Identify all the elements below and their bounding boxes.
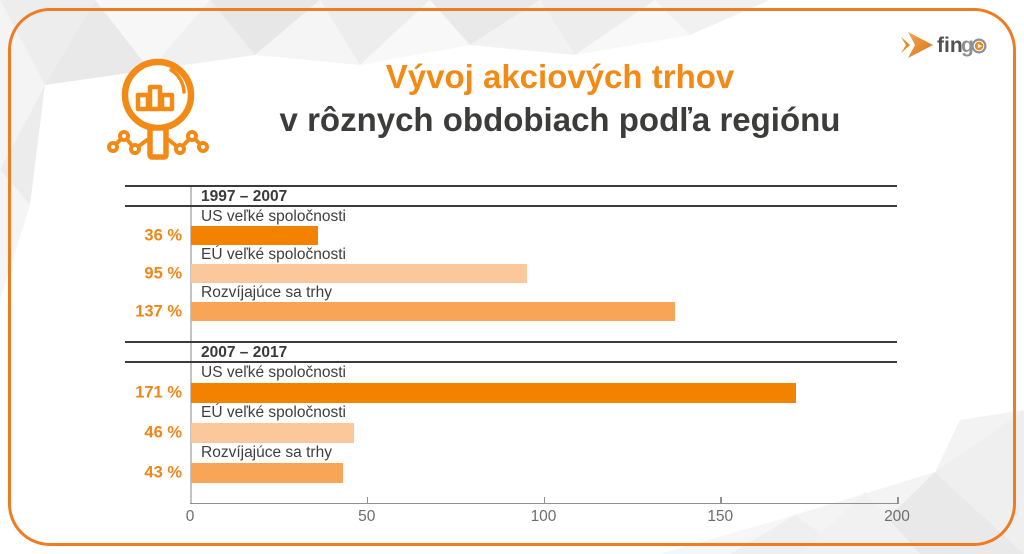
page-title: Vývoj akciových trhov v rôznych obdobiac…: [220, 56, 900, 142]
axis-tick: [897, 497, 899, 504]
value-label: 46 %: [144, 423, 182, 442]
value-label: 43 %: [144, 463, 182, 482]
logo-text-fin: fin: [937, 34, 963, 57]
title-line-1: Vývoj akciových trhov: [385, 58, 735, 95]
bar-row: 137 %: [135, 302, 897, 321]
bar: [191, 226, 319, 245]
category-label: Rozvíjajúce sa trhy: [201, 283, 332, 301]
x-axis: 0 50 100 150 200: [186, 497, 910, 535]
category-label: EÚ veľké spoločnosti: [201, 404, 346, 421]
bar-row: 36 %: [144, 226, 897, 245]
chart-section: 2007 – 2017 US veľké spoločnosti 171 % E…: [125, 341, 897, 483]
axis-tick-label: 150: [707, 508, 734, 525]
play-icon: [977, 43, 982, 49]
fingo-arrow-icon: [901, 32, 933, 58]
period-label: 2007 – 2017: [201, 344, 288, 361]
period-header: 2007 – 2017: [125, 341, 897, 363]
category-label: US veľké spoločnosti: [201, 207, 346, 225]
y-axis-line: [190, 185, 192, 503]
chart-entry: US veľké spoločnosti 36 %: [125, 207, 897, 245]
bar-row: 95 %: [144, 264, 897, 283]
bar-row: 171 %: [135, 383, 897, 403]
bar: [191, 302, 676, 321]
axis-tick: [366, 497, 369, 504]
axis-tick: [543, 497, 545, 504]
bar: [191, 423, 354, 443]
chart-entry: EÚ veľké spoločnosti 46 %: [125, 403, 897, 443]
category-label: Rozvíjajúce sa trhy: [201, 444, 332, 461]
chart-entry: EÚ veľké spoločnosti 95 %: [125, 245, 897, 283]
axis-tick-label: 200: [884, 508, 910, 525]
value-label: 95 %: [144, 264, 182, 282]
category-label: US veľké spoločnosti: [201, 364, 346, 381]
chart-section: 1997 – 2007 US veľké spoločnosti 36 % EÚ…: [125, 185, 897, 321]
logo-o-ring: [971, 38, 987, 54]
chart-entry: US veľké spoločnosti 171 %: [125, 363, 897, 403]
value-label: 137 %: [135, 302, 182, 320]
fingo-logo: fin g: [901, 32, 987, 58]
value-label: 171 %: [135, 383, 182, 402]
bar: [191, 463, 343, 483]
title-line-2: v rôznych obdobiach podľa regiónu: [279, 101, 841, 138]
period-header: 1997 – 2007: [125, 185, 897, 207]
bar-chart: 1997 – 2007 US veľké spoločnosti 36 % EÚ…: [125, 185, 910, 545]
logo-text-g: g: [961, 34, 974, 57]
chart-sections: 1997 – 2007 US veľké spoločnosti 36 % EÚ…: [125, 185, 897, 483]
category-label: EÚ veľké spoločnosti: [201, 245, 346, 263]
bar-row: 43 %: [144, 463, 897, 483]
value-label: 36 %: [144, 226, 182, 244]
axis-tick-label: 100: [530, 508, 557, 525]
chart-entry: Rozvíjajúce sa trhy 43 %: [125, 443, 897, 483]
bar: [191, 383, 796, 403]
period-label: 1997 – 2007: [201, 188, 288, 205]
axis-tick-label: 50: [358, 508, 376, 525]
bar: [191, 264, 527, 283]
chart-entry: Rozvíjajúce sa trhy 137 %: [125, 283, 897, 321]
bar-row: 46 %: [144, 423, 897, 443]
axis-tick-label: 0: [185, 508, 195, 525]
magnifier-bar-chart-icon: [107, 58, 209, 160]
axis-tick: [720, 497, 722, 504]
